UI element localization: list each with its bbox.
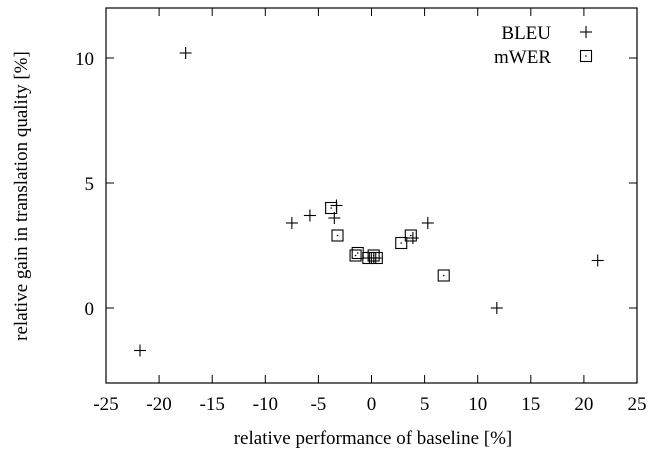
bleu-point: [285, 217, 298, 229]
mwer-point: [367, 249, 380, 262]
bleu-point: [406, 232, 419, 244]
mwer-point: [370, 251, 383, 265]
x-tick-label: 10: [468, 394, 487, 415]
y-axis-title: relative gain in translation quality [%]: [11, 51, 32, 341]
plot-border: [105, 7, 638, 384]
y-tick-label: 5: [85, 174, 95, 195]
bleu-point: [133, 344, 146, 357]
x-tick-label: -20: [146, 394, 171, 415]
mwer-point: [349, 249, 362, 262]
legend: BLEU mWER: [494, 23, 593, 68]
x-tick-label: -5: [310, 394, 326, 415]
x-tick-label: 15: [521, 394, 540, 415]
x-tick-label: 20: [574, 394, 593, 415]
bleu-point: [591, 254, 604, 267]
x-tick-label: 25: [628, 394, 647, 415]
mwer-point: [404, 229, 417, 242]
mwer-point: [331, 229, 344, 242]
x-tick-label: -15: [200, 394, 225, 415]
x-axis-title: relative performance of baseline [%]: [234, 428, 513, 449]
mwer-point: [325, 201, 338, 215]
y-tick-label: 0: [85, 299, 95, 320]
legend-symbol-mwer: [579, 49, 593, 63]
x-tick-label: 5: [420, 394, 430, 415]
bleu-point: [179, 47, 192, 59]
y-tick-label: 10: [75, 49, 94, 70]
axis-ticks: -25 -20 -15 -10 -5 0 5 10 15 20 25 0 5 10: [75, 8, 647, 415]
series-bleu: [133, 47, 604, 357]
legend-label-mwer: mWER: [494, 47, 551, 68]
mwer-point: [395, 236, 408, 250]
legend-label-bleu: BLEU: [501, 23, 551, 44]
mwer-point: [437, 269, 450, 282]
bleu-point: [421, 217, 434, 229]
series-mwer: [325, 201, 450, 282]
legend-symbol-bleu: [580, 26, 592, 38]
bleu-point: [490, 302, 503, 314]
x-tick-label: -10: [253, 394, 278, 415]
data-marks: [133, 47, 604, 357]
plot-frame: [105, 7, 638, 384]
x-tick-label: -25: [93, 394, 118, 415]
x-tick-label: 0: [367, 394, 377, 415]
bleu-point: [303, 209, 316, 222]
